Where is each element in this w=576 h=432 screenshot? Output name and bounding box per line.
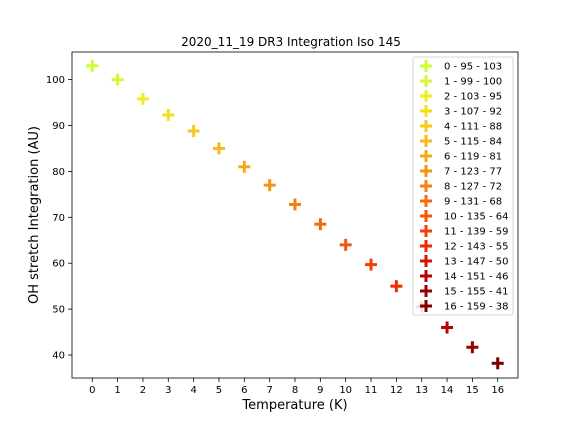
- data-point: [289, 198, 301, 211]
- data-point: [314, 218, 327, 231]
- y-tick-label: 50: [52, 305, 65, 316]
- x-tick-label: 15: [466, 385, 479, 396]
- legend-item: 8 - 127 - 72: [420, 180, 502, 193]
- data-point: [86, 59, 99, 72]
- legend-label: 8 - 127 - 72: [444, 182, 502, 193]
- y-tick-label: 60: [52, 259, 65, 270]
- legend-item: 2 - 103 - 95: [420, 90, 502, 103]
- x-tick-label: 10: [339, 385, 352, 396]
- x-tick-label: 3: [165, 385, 171, 396]
- y-tick-label: 90: [52, 121, 65, 132]
- legend-item: 9 - 131 - 68: [420, 195, 502, 208]
- legend-item: 0 - 95 - 103: [420, 60, 502, 73]
- legend-label: 12 - 143 - 55: [444, 242, 508, 253]
- x-tick-label: 11: [365, 385, 378, 396]
- legend-item: 5 - 115 - 84: [420, 135, 502, 148]
- y-tick-label: 100: [46, 75, 65, 86]
- data-point: [263, 179, 276, 192]
- x-tick-label: 16: [491, 385, 504, 396]
- legend-label: 2 - 103 - 95: [444, 92, 502, 103]
- data-point: [390, 280, 403, 293]
- y-tick-label: 40: [52, 351, 65, 362]
- data-point: [441, 321, 454, 334]
- legend-label: 10 - 135 - 64: [444, 212, 508, 223]
- x-tick-label: 12: [390, 385, 403, 396]
- x-axis-label: Temperature (K): [241, 398, 347, 413]
- legend-item: 6 - 119 - 81: [420, 150, 502, 163]
- data-point: [466, 341, 479, 354]
- legend: 0 - 95 - 103 1 - 99 - 100 2 - 103 - 95 3 - …: [412, 56, 514, 316]
- x-tick-label: 9: [317, 385, 323, 396]
- legend-label: 6 - 119 - 81: [444, 152, 502, 163]
- legend-label: 5 - 115 - 84: [444, 137, 502, 148]
- y-tick-label: 70: [52, 213, 65, 224]
- legend-label: 14 - 151 - 46: [444, 272, 508, 283]
- legend-item: 14 - 151 - 46: [420, 270, 508, 283]
- legend-label: 3 - 107 - 92: [444, 107, 502, 118]
- x-tick-label: 1: [114, 385, 120, 396]
- legend-label: 9 - 131 - 68: [444, 197, 502, 208]
- legend-label: 15 - 155 - 41: [444, 287, 508, 298]
- x-tick-label: 0: [89, 385, 95, 396]
- data-point: [162, 108, 175, 121]
- legend-item: 13 - 147 - 50: [420, 255, 508, 268]
- x-tick-label: 2: [140, 385, 146, 396]
- legend-label: 16 - 159 - 38: [444, 302, 508, 313]
- data-points: [86, 59, 504, 370]
- legend-label: 1 - 99 - 100: [444, 77, 502, 88]
- legend-item: 15 - 155 - 41: [420, 285, 508, 298]
- chart-title: 2020_11_19 DR3 Integration Iso 145: [181, 35, 401, 49]
- legend-item: 16 - 159 - 38: [420, 300, 508, 313]
- y-tick-label: 80: [52, 167, 65, 178]
- legend-item: 3 - 107 - 92: [420, 105, 502, 118]
- data-point: [212, 142, 225, 155]
- x-tick-label: 8: [292, 385, 298, 396]
- legend-label: 0 - 95 - 103: [444, 62, 502, 73]
- legend-label: 13 - 147 - 50: [444, 257, 508, 268]
- x-axis: 0 1 2 3 4 5 6 7 8 9 10 11 12 13 14 15 16: [89, 378, 504, 396]
- data-point: [111, 73, 124, 86]
- data-point: [365, 258, 378, 271]
- data-point: [491, 357, 504, 370]
- legend-item: 10 - 135 - 64: [420, 210, 508, 223]
- legend-item: 12 - 143 - 55: [420, 240, 508, 253]
- legend-item: 4 - 111 - 88: [420, 120, 502, 133]
- legend-label: 7 - 123 - 77: [444, 167, 502, 178]
- data-point: [187, 124, 200, 137]
- x-tick-label: 7: [266, 385, 272, 396]
- y-axis-label: OH stretch Integration (AU): [27, 126, 42, 304]
- data-point: [136, 92, 149, 105]
- x-tick-label: 4: [190, 385, 196, 396]
- y-axis: 40 50 60 70 80 90 100: [46, 75, 72, 362]
- data-point: [339, 238, 352, 251]
- x-tick-label: 13: [415, 385, 428, 396]
- legend-label: 11 - 139 - 59: [444, 227, 508, 238]
- legend-item: 7 - 123 - 77: [420, 165, 502, 178]
- legend-item: 11 - 139 - 59: [420, 225, 508, 238]
- x-tick-label: 14: [441, 385, 454, 396]
- legend-item: 1 - 99 - 100: [420, 75, 502, 88]
- x-tick-label: 6: [241, 385, 247, 396]
- data-point: [238, 160, 251, 173]
- legend-frame: [412, 56, 514, 316]
- legend-label: 4 - 111 - 88: [444, 122, 502, 133]
- x-tick-label: 5: [216, 385, 222, 396]
